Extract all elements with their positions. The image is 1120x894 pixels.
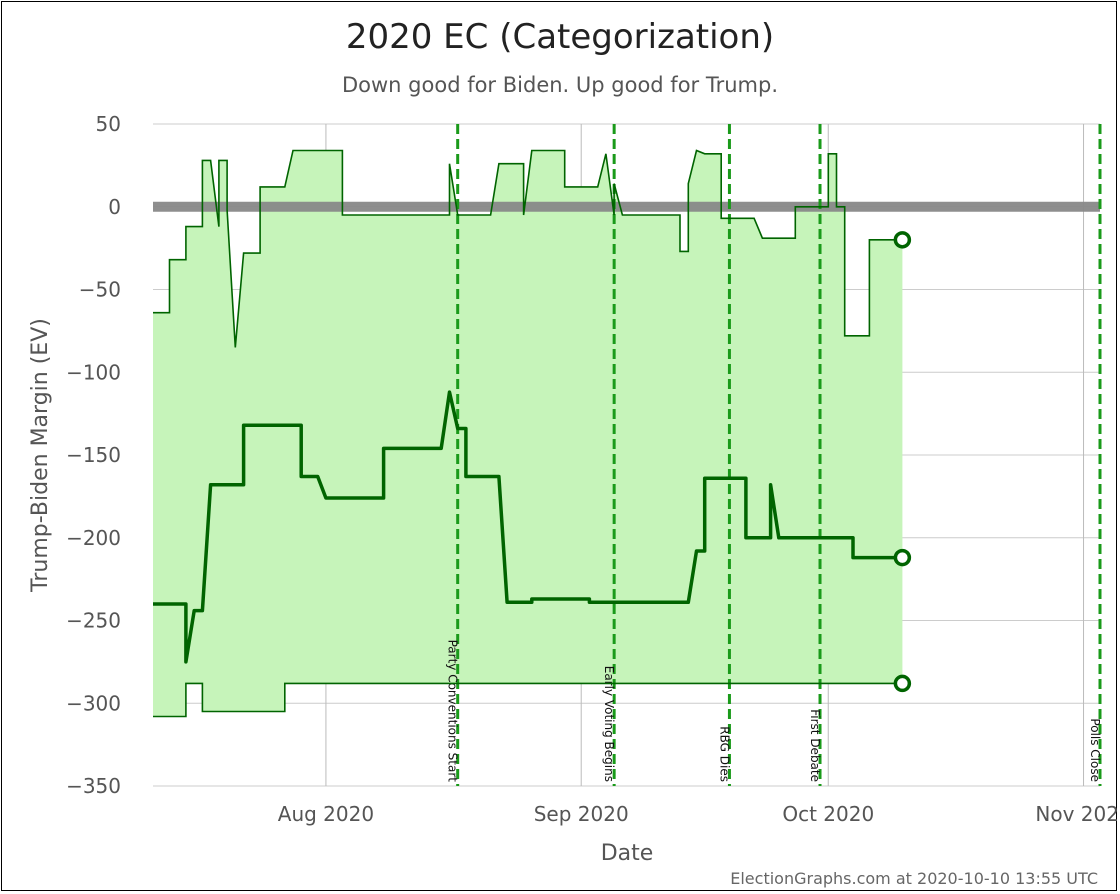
- lower-bound-line: [153, 682, 903, 718]
- x-tick-label: Aug 2020: [278, 802, 374, 826]
- x-tick-label: Nov 2020: [1035, 802, 1120, 826]
- y-tick-label: 0: [108, 195, 121, 219]
- chart-subtitle: Down good for Biden. Up good for Trump.: [342, 73, 778, 97]
- x-axis-title: Date: [601, 841, 654, 866]
- credit-text: ElectionGraphs.com at 2020-10-10 13:55 U…: [730, 869, 1098, 888]
- event-label: First Debate: [808, 709, 822, 782]
- x-tick-label: Sep 2020: [534, 802, 629, 826]
- y-tick-label: −350: [66, 774, 121, 798]
- event-label: Party Conventions Start: [446, 640, 460, 783]
- y-tick-label: −200: [66, 526, 121, 550]
- x-tick-label: Oct 2020: [782, 802, 874, 826]
- event-label: Polls Close: [1088, 718, 1102, 782]
- y-axis-title: Trump-Biden Margin (EV): [28, 318, 53, 593]
- expected-line: [153, 390, 903, 664]
- expected-end-marker: [893, 548, 912, 567]
- upper-bound-line: [153, 149, 903, 348]
- y-tick-label: −300: [66, 691, 121, 715]
- range-band: [153, 150, 903, 717]
- chart-title: 2020 EC (Categorization): [346, 17, 774, 57]
- event-label: Early Voting Begins: [602, 666, 616, 782]
- upper-end-marker: [893, 231, 912, 249]
- plot-area: 50 0 −50 −100 −150 −200 −250 −300 −350 Aug 2020 Se…: [66, 112, 1120, 826]
- y-tick-label: −150: [66, 443, 121, 467]
- y-tick-label: 50: [96, 112, 121, 136]
- y-tick-label: −100: [66, 360, 121, 384]
- event-label: RBG Dies: [717, 726, 731, 782]
- y-tick-label: −250: [66, 609, 121, 633]
- y-tick-label: −50: [79, 278, 121, 302]
- lower-end-marker: [893, 674, 912, 693]
